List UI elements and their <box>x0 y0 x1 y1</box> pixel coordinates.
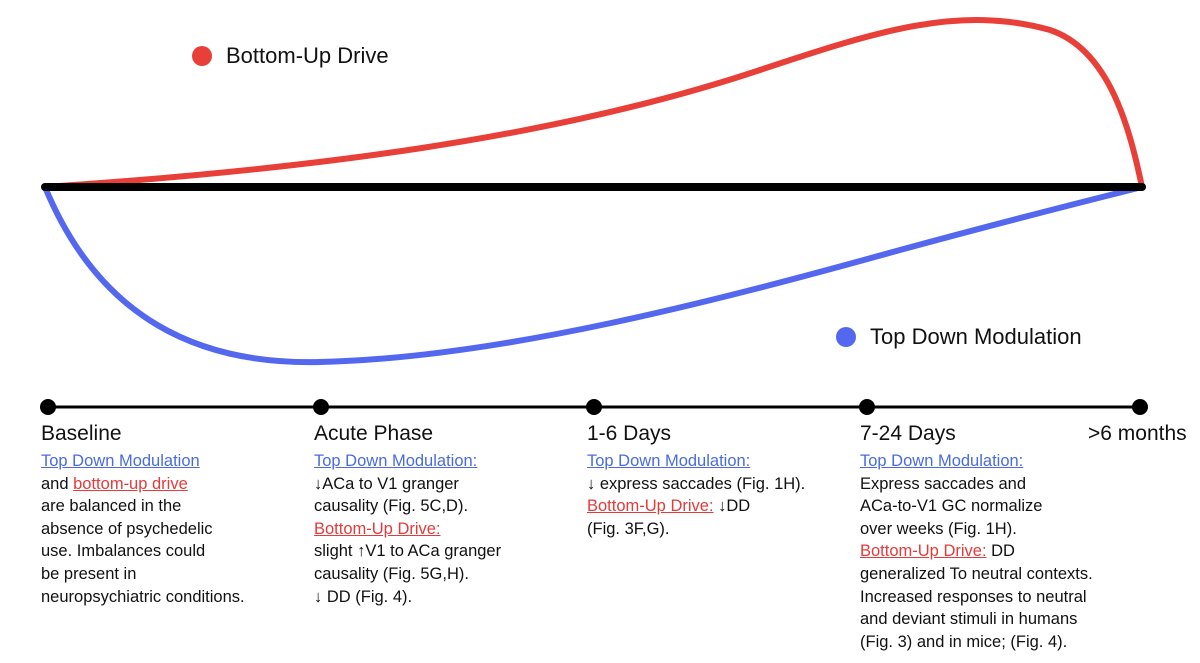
top-down-modulation-link: Top Down Modulation <box>41 452 200 470</box>
bottom-up-drive-link: bottom-up drive <box>73 474 188 493</box>
description-line: and bottom-up drive <box>41 473 245 496</box>
description-text: ↓ express saccades (Fig. 1H). <box>587 474 806 493</box>
description-line: ↓ DD (Fig. 4). <box>314 586 501 609</box>
description-text: be present in <box>41 564 137 583</box>
description-line: over weeks (Fig. 1H). <box>860 518 1093 541</box>
phase-title: Baseline <box>41 422 122 445</box>
description-line: generalized To neutral contexts. <box>860 563 1093 586</box>
timeline-marker-6-months <box>1132 399 1148 415</box>
description-text: and deviant stimuli in humans <box>860 610 1078 629</box>
description-line: Increased responses to neutral <box>860 586 1093 609</box>
description-text: ↓ DD (Fig. 4). <box>314 587 413 606</box>
description-text: Express saccades and <box>860 474 1027 493</box>
description-text: ↓DD <box>713 497 751 516</box>
description-line: Top Down Modulation: <box>860 450 1093 473</box>
description-text: neuropsychiatric conditions. <box>41 587 245 606</box>
description-line: be present in <box>41 563 245 586</box>
description-line: ↓ACa to V1 granger <box>314 473 501 496</box>
phase-description: Top Down Modulation and bottom-up drive ar… <box>41 450 245 608</box>
bottom-up-drive-link: Bottom-Up Drive: <box>860 542 987 561</box>
description-line: Bottom-Up Drive: ↓DD <box>587 495 805 518</box>
timeline-marker-acute-phase <box>313 399 329 415</box>
phase-description: Top Down Modulation: ↓ express saccades (… <box>587 450 805 540</box>
description-line: slight ↑V1 to ACa granger <box>314 540 501 563</box>
phase-title: Acute Phase <box>314 422 434 445</box>
description-text: are balanced in the <box>41 497 182 516</box>
description-text: and <box>41 474 74 493</box>
bottom-up-dot-icon <box>192 46 212 66</box>
description-line: (Fig. 3) and in mice; (Fig. 4). <box>860 631 1093 654</box>
description-text: generalized To neutral contexts. <box>860 564 1093 583</box>
description-text: absence of psychedelic <box>41 519 213 538</box>
legend-top-down: Top Down Modulation <box>836 324 1082 350</box>
description-text: use. Imbalances could <box>41 542 206 561</box>
phase-title: 7-24 Days <box>860 422 956 445</box>
description-line: Bottom-Up Drive: DD <box>860 540 1093 563</box>
phase-acute: Acute Phase Top Down Modulation: ↓ACa to … <box>314 420 501 608</box>
top-down-modulation-curve <box>42 184 1145 366</box>
bottom-up-drive-curve <box>42 16 1145 190</box>
phase-1-6-days: 1-6 Days Top Down Modulation: ↓ express s… <box>587 420 805 540</box>
bottom-up-drive-link: Bottom-Up Drive: <box>314 519 441 538</box>
description-text: (Fig. 3) and in mice; (Fig. 4). <box>860 632 1068 651</box>
description-line: neuropsychiatric conditions. <box>41 586 245 609</box>
description-text: DD <box>986 542 1015 561</box>
description-line: causality (Fig. 5G,H). <box>314 563 501 586</box>
description-text: causality (Fig. 5C,D). <box>314 497 469 516</box>
description-text: ↓ACa to V1 granger <box>314 474 459 493</box>
description-line: Bottom-Up Drive: <box>314 518 501 541</box>
description-line: Top Down Modulation: <box>587 450 805 473</box>
top-down-modulation-link: Top Down Modulation: <box>860 452 1024 470</box>
top-down-modulation-link: Top Down Modulation: <box>587 452 751 470</box>
phase-baseline: Baseline Top Down Modulation and bottom-u… <box>41 420 245 608</box>
legend-bottom-up: Bottom-Up Drive <box>192 43 389 69</box>
description-line: ACa-to-V1 GC normalize <box>860 495 1093 518</box>
description-line: causality (Fig. 5C,D). <box>314 495 501 518</box>
description-text: (Fig. 3F,G). <box>587 519 670 538</box>
description-text: slight ↑V1 to ACa granger <box>314 542 502 561</box>
description-line: Express saccades and <box>860 473 1093 496</box>
phase-description: Top Down Modulation: ↓ACa to V1 granger ca… <box>314 450 501 608</box>
description-text: over weeks (Fig. 1H). <box>860 519 1017 538</box>
timeline-marker-baseline <box>40 399 56 415</box>
description-line: are balanced in the <box>41 495 245 518</box>
legend-bottom-up-label: Bottom-Up Drive <box>226 43 389 68</box>
phase-title: 1-6 Days <box>587 422 672 445</box>
description-line: use. Imbalances could <box>41 540 245 563</box>
description-line: Top Down Modulation: <box>314 450 501 473</box>
top-down-modulation-link: Top Down Modulation: <box>314 452 478 470</box>
top-down-dot-icon <box>836 327 856 347</box>
phase-description: Top Down Modulation: Express saccades and… <box>860 450 1093 653</box>
description-line: ↓ express saccades (Fig. 1H). <box>587 473 805 496</box>
description-text: Increased responses to neutral <box>860 587 1087 606</box>
timeline-marker-7-24-days <box>859 399 875 415</box>
description-text: causality (Fig. 5G,H). <box>314 564 469 583</box>
timeline-marker-1-6-days <box>586 399 602 415</box>
description-line: and deviant stimuli in humans <box>860 608 1093 631</box>
legend-top-down-label: Top Down Modulation <box>870 324 1082 349</box>
description-line: (Fig. 3F,G). <box>587 518 805 541</box>
phase-7-24-days: 7-24 Days Top Down Modulation: Express sa… <box>860 420 1093 653</box>
description-line: Top Down Modulation <box>41 450 245 473</box>
description-text: ACa-to-V1 GC normalize <box>860 497 1043 516</box>
phase-6-months: >6 months <box>1088 420 1187 450</box>
phase-title: >6 months <box>1088 422 1187 445</box>
description-line: absence of psychedelic <box>41 518 245 541</box>
bottom-up-drive-link: Bottom-Up Drive: <box>587 497 714 516</box>
